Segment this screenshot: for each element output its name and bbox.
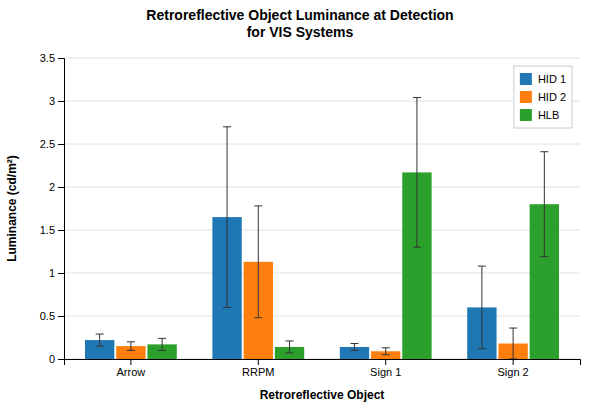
y-tick-mark	[58, 101, 64, 102]
y-tick-mark	[58, 273, 64, 274]
x-axis-title: Retroreflective Object	[260, 388, 385, 402]
error-bar	[223, 127, 231, 308]
y-tick-mark	[58, 187, 64, 188]
y-tick-label: 2	[49, 181, 55, 193]
y-axis-title: Luminance (cd/m²)	[5, 155, 19, 262]
y-tick: 0	[49, 353, 64, 365]
title-line: Retroreflective Object Luminance at Dete…	[146, 7, 453, 23]
error-bar	[96, 334, 104, 346]
series	[85, 127, 497, 359]
y-tick: 1	[49, 267, 64, 279]
error-bar	[286, 341, 294, 353]
series	[147, 98, 559, 359]
error-bar	[382, 348, 390, 355]
grid-line	[64, 101, 580, 102]
grid-line	[64, 144, 580, 145]
plot-area: 0 0.5 1 1.5 2 2.5 3 3.5 Arrow RRPM Sign 1 Sign 2 HID…	[40, 52, 581, 378]
grid	[64, 58, 580, 359]
x-tick-mark	[513, 359, 514, 365]
chart: 0 0.5 1 1.5 2 2.5 3 3.5 Arrow RRPM Sign 1 Sign 2 HID…	[0, 0, 600, 409]
y-axis-line	[58, 59, 65, 360]
error-bar	[540, 152, 548, 257]
legend-swatch	[520, 91, 532, 103]
title-line: for VIS Systems	[247, 24, 354, 40]
x-tick-label: Arrow	[117, 366, 146, 378]
legend-swatch	[520, 109, 532, 121]
legend-swatch	[520, 73, 532, 85]
x-tick: Arrow	[117, 359, 146, 378]
x-tick: RRPM	[242, 359, 274, 378]
y-tick-label: 3	[49, 95, 55, 107]
x-tick-label: Sign 2	[498, 366, 529, 378]
grid-line	[64, 187, 580, 188]
x-tick: Sign 1	[370, 359, 401, 378]
y-tick-label: 2.5	[40, 138, 55, 150]
error-bar	[478, 266, 486, 349]
y-tick-label: 3.5	[40, 52, 55, 64]
y-tick: 1.5	[40, 224, 64, 236]
x-tick-mark	[130, 359, 131, 365]
x-axis-line	[65, 360, 581, 366]
legend-item: HLB	[520, 109, 559, 121]
error-bar	[254, 206, 262, 318]
y-tick-label: 1.5	[40, 224, 55, 236]
legend-label: HID 2	[538, 91, 566, 103]
x-tick-mark	[385, 359, 386, 365]
error-bar	[158, 338, 166, 350]
grid-line	[64, 58, 580, 59]
legend: HID 1 HID 2 HLB	[514, 66, 572, 128]
error-bar	[127, 342, 135, 351]
x-tick: Sign 2	[498, 359, 529, 378]
legend-label: HID 1	[538, 73, 566, 85]
grid-line	[64, 230, 580, 231]
y-tick: 0.5	[40, 310, 64, 322]
y-tick: 3.5	[40, 52, 64, 64]
legend-label: HLB	[538, 109, 559, 121]
x-tick-label: RRPM	[242, 366, 274, 378]
series	[116, 206, 528, 359]
y-tick-mark	[58, 316, 64, 317]
y-tick-mark	[58, 230, 64, 231]
y-tick-mark	[58, 359, 64, 360]
legend-box	[514, 66, 572, 128]
y-tick: 2	[49, 181, 64, 193]
title: Retroreflective Object Luminance at Dete…	[146, 7, 453, 40]
chart-container: 0 0.5 1 1.5 2 2.5 3 3.5 Arrow RRPM Sign 1 Sign 2 HID…	[0, 0, 600, 409]
y-tick-mark	[58, 58, 64, 59]
legend-item: HID 2	[520, 91, 566, 103]
y-tick-label: 1	[49, 267, 55, 279]
error-bar	[413, 98, 421, 248]
y-tick-label: 0.5	[40, 310, 55, 322]
x-axis: Arrow RRPM Sign 1 Sign 2	[65, 359, 581, 378]
y-axis: 0 0.5 1 1.5 2 2.5 3 3.5	[40, 52, 65, 365]
x-tick-mark	[258, 359, 259, 365]
y-tick: 3	[49, 95, 64, 107]
grid-line	[64, 316, 580, 317]
y-tick-mark	[58, 144, 64, 145]
error-bar	[350, 344, 358, 351]
grid-line	[64, 273, 580, 274]
legend-item: HID 1	[520, 73, 566, 85]
y-tick: 2.5	[40, 138, 64, 150]
y-tick-label: 0	[49, 353, 55, 365]
x-tick-label: Sign 1	[370, 366, 401, 378]
error-bar	[509, 328, 517, 359]
bars	[85, 98, 559, 359]
